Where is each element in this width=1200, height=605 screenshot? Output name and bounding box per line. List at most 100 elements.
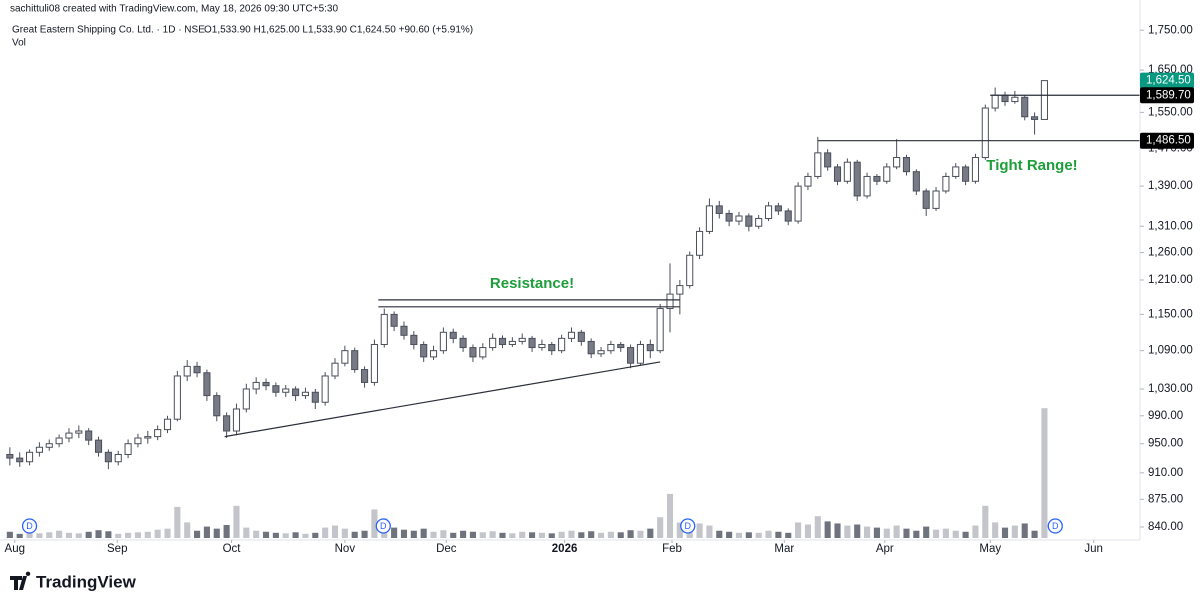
volume-bar [302,533,309,538]
volume-layer [6,408,1048,538]
price-label: 1,624.50 [1146,75,1191,87]
candle-body [952,166,960,177]
volume-bar [469,531,477,538]
candle-body [942,175,950,192]
candle-body [1001,94,1009,103]
volume-bar [834,523,841,538]
x-tick-label: Apr [876,543,894,555]
volume-bar [676,522,683,538]
volume-bar [272,532,279,538]
volume-bar [75,533,82,538]
candle-body [843,161,851,182]
candle-body [755,218,763,227]
price-label-box [1140,87,1194,104]
volume-bar [617,532,624,538]
y-tick-label: 950.00 [1148,438,1183,450]
volume-bar [785,532,792,538]
volume-bar [430,531,437,538]
volume-bar [282,533,289,538]
annotation: Tight Range! [986,157,1077,174]
volume-bar [331,525,339,538]
volume-bar [85,531,92,538]
volume-bar [804,524,812,538]
y-tick-label: 1,090.00 [1148,345,1193,357]
candle-body [971,157,980,182]
candle-body [912,171,920,192]
candle-body [1021,96,1029,118]
candle-body [489,337,497,349]
price-label: 1,589.70 [1146,89,1191,101]
candle-body [213,395,221,417]
event-marker-label: D [26,521,33,531]
candle-body [94,439,103,453]
event-marker [1047,518,1063,534]
candle-body [1011,96,1019,103]
candle-body [577,331,585,342]
candle-body [764,205,773,220]
candle-body [981,107,989,159]
candle-body [242,388,250,410]
volume-bar [775,531,782,538]
x-tick-label: Aug [5,543,25,555]
candle-body [853,161,861,197]
candle-body [774,205,782,212]
volume-bar [706,525,713,538]
volume-bar [174,506,181,538]
candle-body [646,343,654,352]
x-tick-label: Nov [335,543,356,555]
candle-body [833,166,842,182]
volume-bar [400,529,408,538]
volume-bar [233,505,240,538]
y-tick-label: 1,750.00 [1148,24,1193,36]
volume-bar [597,532,605,538]
event-marker [375,518,391,534]
volume-bar [962,531,969,538]
volume-bar [814,516,821,538]
volume-bar [95,530,102,538]
candle-body [735,215,743,222]
volume-bar [1041,408,1048,538]
candle-body [902,157,911,173]
volume-bar [735,532,743,538]
y-tick-label: 910.00 [1148,467,1183,479]
volume-bar [548,533,555,538]
candle-body [1031,116,1039,120]
volume-bar [243,527,250,538]
y-tick-label: 1,210.00 [1148,274,1193,286]
volume-bar [361,530,368,538]
candle-body [262,381,270,387]
candle-body [124,443,132,455]
volume-bar [1021,523,1028,538]
brand-name: TradingView [36,572,137,591]
volume-bar [795,522,802,538]
candle-body [725,212,733,222]
candle-body [311,391,319,403]
volume-bar [873,527,880,538]
volume-bar [607,531,614,538]
volume-bar [519,531,526,538]
volume-bar [588,531,595,538]
candle-body [469,347,477,358]
candle-body [449,331,457,339]
y-tick-label: 840.00 [1148,521,1183,533]
event-marker-label: D [1052,521,1059,531]
x-tick-label: Feb [662,543,682,555]
event-marker-label: D [684,521,691,531]
candle-body [656,308,664,352]
volume-bar [568,530,575,538]
candle-body [636,343,645,364]
volume-bar [726,531,733,538]
volume-bar [36,533,43,538]
y-tick-label: 875.00 [1148,493,1183,505]
volume-label: Vol [12,38,26,49]
volume-bar [716,530,723,538]
volume-bar [194,530,201,538]
volume-bar [558,531,565,538]
candle-body [75,430,83,434]
volume-bar [923,526,930,538]
candle-body [370,343,378,383]
candle-body [134,437,142,445]
candle-body [351,350,359,371]
candle-body [479,347,487,358]
